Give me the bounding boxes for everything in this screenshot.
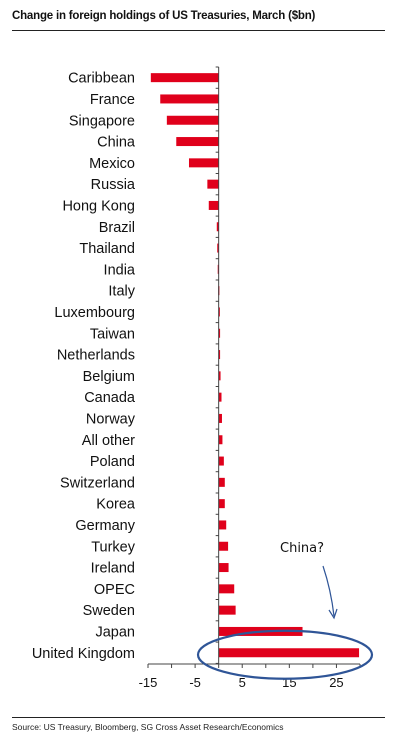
bar-switzerland	[218, 477, 225, 487]
category-label-poland: Poland	[90, 454, 135, 470]
category-label-united-kingdom: United Kingdom	[32, 646, 135, 662]
bar-luxembourg	[218, 307, 220, 317]
category-label-thailand: Thailand	[79, 241, 135, 257]
category-label-korea: Korea	[96, 497, 136, 513]
category-label-france: France	[90, 92, 135, 108]
category-label-china: China	[97, 135, 136, 151]
category-label-hong-kong: Hong Kong	[62, 198, 135, 214]
bar-korea	[218, 499, 225, 509]
bar-hong-kong	[208, 200, 219, 210]
category-label-italy: Italy	[108, 284, 135, 300]
x-tick-label: 15	[282, 675, 296, 690]
category-label-mexico: Mexico	[89, 156, 135, 172]
category-label-sweden: Sweden	[83, 603, 135, 619]
bar-france	[160, 94, 219, 104]
category-label-netherlands: Netherlands	[57, 348, 135, 364]
axes	[147, 66, 361, 668]
bar-brazil	[216, 222, 219, 232]
category-label-ireland: Ireland	[91, 561, 135, 577]
bar-ireland	[218, 563, 229, 573]
title-divider	[12, 30, 385, 31]
x-tick-label: -5	[189, 675, 201, 690]
category-label-canada: Canada	[84, 390, 136, 406]
bar-sweden	[218, 605, 236, 615]
category-label-caribbean: Caribbean	[68, 71, 135, 87]
bars	[150, 73, 360, 658]
bar-caribbean	[150, 73, 219, 83]
source-divider	[12, 717, 385, 718]
x-tick-label: 5	[239, 675, 246, 690]
bar-thailand	[217, 243, 219, 253]
bar-turkey	[218, 541, 229, 551]
bar-norway	[218, 413, 222, 423]
category-label-switzerland: Switzerland	[60, 475, 135, 491]
category-label-turkey: Turkey	[91, 539, 136, 555]
category-label-opec: OPEC	[94, 582, 135, 598]
bar-germany	[218, 520, 227, 530]
annotation-ellipse	[196, 629, 374, 680]
x-tick-label: 25	[329, 675, 343, 690]
bar-taiwan	[218, 328, 221, 338]
bar-mexico	[188, 158, 219, 168]
category-label-japan: Japan	[95, 624, 135, 640]
bar-canada	[218, 392, 222, 402]
bar-opec	[218, 584, 235, 594]
bar-singapore	[166, 115, 219, 125]
annotation-arrowhead	[328, 608, 338, 620]
category-label-all-other: All other	[82, 433, 135, 449]
category-label-brazil: Brazil	[99, 220, 135, 236]
bar-netherlands	[218, 350, 221, 360]
category-label-germany: Germany	[75, 518, 135, 534]
category-label-luxembourg: Luxembourg	[54, 305, 135, 321]
category-labels: Caribbean France Singapore China Mexico Russi…	[32, 71, 136, 662]
category-label-taiwan: Taiwan	[90, 326, 135, 342]
category-label-india: India	[104, 262, 136, 278]
annotation: China?	[196, 541, 374, 680]
bar-russia	[207, 179, 219, 189]
category-label-belgium: Belgium	[83, 369, 135, 385]
bar-poland	[218, 456, 224, 466]
bar-all-other	[218, 435, 223, 445]
source-note: Source: US Treasury, Bloomberg, SG Cross…	[12, 722, 284, 732]
annotation-arrow-line	[322, 565, 335, 617]
x-tick-label: -15	[139, 675, 158, 690]
category-label-singapore: Singapore	[69, 113, 135, 129]
annotation-text: China?	[280, 541, 324, 556]
category-label-norway: Norway	[86, 411, 136, 427]
bar-belgium	[218, 371, 221, 381]
chart-title: Change in foreign holdings of US Treasur…	[12, 10, 316, 22]
bar-united-kingdom	[218, 648, 360, 658]
category-label-russia: Russia	[91, 177, 136, 193]
bar-china	[176, 137, 219, 147]
